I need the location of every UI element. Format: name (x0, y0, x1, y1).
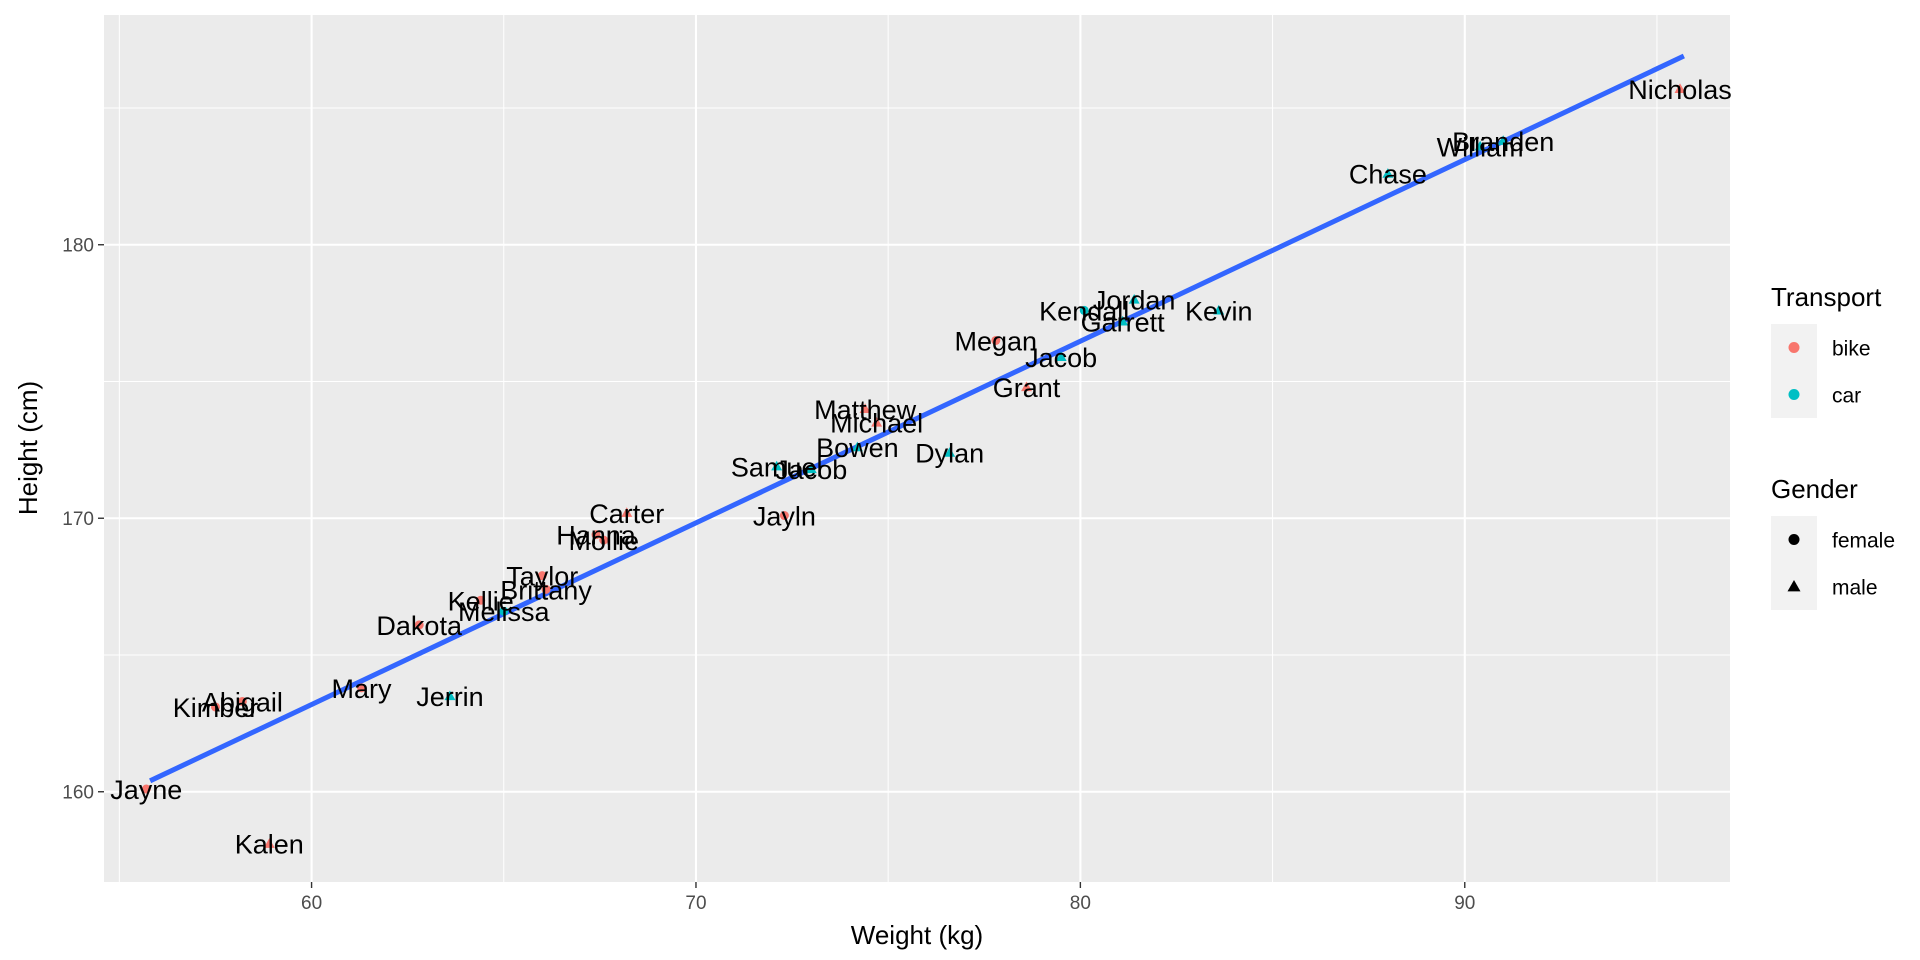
point-label: William (1437, 132, 1524, 162)
data-point (1128, 293, 1140, 304)
point-label: Grant (993, 373, 1061, 403)
point-label: Nicholas (1628, 75, 1732, 105)
legend-triangle-symbol (1787, 580, 1801, 592)
data-point (414, 620, 424, 630)
data-point (805, 463, 817, 474)
point-label: Kendall (1039, 296, 1129, 326)
trend-line-group (149, 53, 1685, 784)
x-tick-label: 60 (301, 893, 322, 914)
point-label: Jordan (1093, 285, 1176, 315)
point-label: Taylor (506, 562, 578, 592)
data-point (871, 417, 883, 427)
data-point (357, 683, 367, 693)
data-point (537, 571, 547, 581)
point-label: Jayne (110, 775, 182, 805)
data-point (591, 530, 601, 540)
point-label: Megan (955, 326, 1038, 356)
point-label: Kimber (173, 693, 259, 723)
legend-circle-symbol (1788, 534, 1800, 545)
point-label: Samuel (731, 452, 823, 482)
data-point (444, 690, 456, 701)
legend-key-background (1771, 516, 1817, 610)
point-label: Michael (830, 409, 923, 439)
legend-label: male (1832, 577, 1878, 600)
data-point (1055, 351, 1067, 362)
data-point (779, 511, 789, 521)
point-label: Hanna (556, 521, 637, 551)
data-point (599, 535, 609, 545)
data-point (237, 696, 247, 706)
x-axis-title: Weight (kg) (851, 920, 983, 950)
data-point (1079, 305, 1089, 315)
data-point (1213, 304, 1225, 315)
data-points (141, 83, 1686, 848)
data-point (944, 447, 956, 457)
data-point (859, 403, 871, 413)
x-tick-label: 70 (685, 893, 706, 914)
point-label: Jacob (1025, 343, 1097, 373)
trend-line (149, 53, 1685, 784)
plot-panel (104, 15, 1730, 882)
point-label: Dakota (376, 611, 463, 641)
data-point (991, 335, 1001, 345)
point-label: Brittany (500, 575, 592, 605)
point-label: Dylan (915, 439, 984, 469)
point-label: Kalen (235, 830, 304, 860)
point-label: Mollie (568, 526, 639, 556)
legend-title: Transport (1771, 282, 1882, 312)
data-point (263, 838, 275, 848)
data-point (771, 460, 783, 471)
point-label: Branden (1452, 127, 1554, 157)
data-point (621, 507, 633, 517)
y-axis: 160 170 180 (62, 236, 104, 804)
data-point (210, 702, 220, 712)
point-label: Melissa (458, 597, 551, 627)
point-label: Bowen (816, 433, 899, 463)
legend-title: Gender (1771, 474, 1858, 504)
data-point (541, 584, 551, 594)
minor-gridlines (104, 15, 1730, 882)
point-label: Matthew (814, 395, 917, 425)
data-point (1117, 315, 1129, 326)
x-tick-label: 90 (1454, 893, 1475, 914)
data-point (1474, 140, 1486, 151)
data-point (476, 595, 486, 605)
data-point (1497, 135, 1509, 145)
legend-circle-symbol (1788, 342, 1800, 353)
data-point (1382, 168, 1394, 178)
x-tick-label: 80 (1070, 893, 1091, 914)
point-label: Abigail (202, 687, 283, 717)
point-label: Chase (1349, 160, 1427, 190)
point-label: Carter (589, 499, 664, 529)
major-gridlines (104, 15, 1730, 882)
x-axis: 60 70 80 90 (301, 882, 1475, 914)
legend-key-background (1771, 324, 1817, 418)
point-label: Jayln (753, 502, 816, 532)
data-point (499, 606, 509, 616)
legends: Transport bike car Gender female male (1771, 282, 1895, 610)
y-tick-label: 170 (62, 509, 94, 530)
data-point (1021, 381, 1033, 392)
data-point (1674, 83, 1686, 93)
point-label: Jerrin (416, 682, 484, 712)
legend-label: car (1832, 385, 1861, 408)
point-label: Jacob (775, 455, 847, 485)
legend-label: bike (1832, 338, 1871, 361)
y-tick-label: 160 (62, 783, 94, 804)
legend-label: female (1832, 530, 1895, 553)
legend-circle-symbol (1788, 389, 1800, 400)
y-tick-label: 180 (62, 236, 94, 257)
y-axis-title: Height (cm) (13, 381, 43, 515)
point-label: Kellie (448, 586, 514, 616)
point-label: Kevin (1185, 296, 1253, 326)
point-label: Garrett (1081, 307, 1166, 337)
data-point (851, 441, 863, 452)
point-label: Mary (332, 674, 392, 704)
data-point (141, 784, 151, 794)
